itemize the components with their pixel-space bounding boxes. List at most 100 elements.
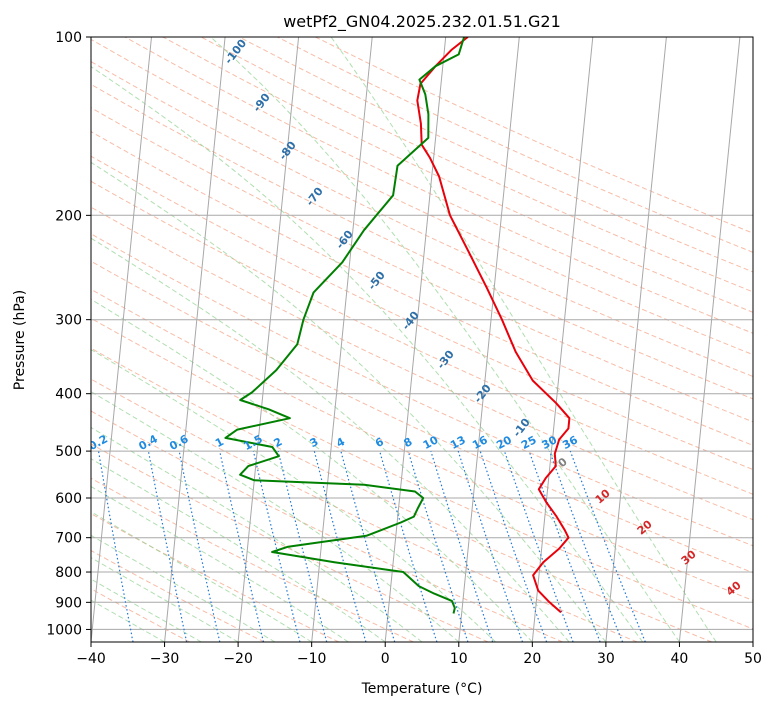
mixing-ratio-label: 0.4 [137, 432, 161, 453]
mixing-ratio-label: 1 [213, 435, 226, 450]
x-axis: −40 −30 −20 −10 0 10 20 30 40 50 [76, 642, 762, 667]
x-tick-label: 50 [744, 651, 762, 667]
dry-adiabat-line [162, 37, 753, 313]
moist-adiabat-line [91, 298, 533, 642]
mixing-ratio-line [503, 450, 574, 642]
mixing-ratio-line [97, 450, 134, 642]
y-tick-label: 300 [55, 313, 82, 329]
mixing-ratio-label: 6 [373, 435, 386, 450]
mixing-ratio-line [569, 450, 646, 642]
isotherm-line [384, 37, 447, 642]
y-tick-label: 400 [55, 387, 82, 403]
mixing-ratio-line [479, 450, 548, 642]
mixing-ratio-label: 16 [470, 433, 490, 452]
mixing-ratio-line [219, 450, 265, 642]
dry-adiabat-line [200, 37, 753, 293]
dry-adiabat-line [91, 477, 414, 642]
mixing-ratio-label: 13 [448, 433, 468, 452]
dry-adiabat-line [91, 61, 753, 378]
saturated-adiabat-label: 20 [635, 517, 655, 537]
mixing-ratio-label: 10 [421, 433, 441, 452]
saturated-adiabat-label: 0 [556, 455, 570, 470]
y-tick-label: 700 [55, 531, 82, 547]
y-axis: 1000 900 800 700 600 500 400 300 200 100 [46, 30, 91, 638]
y-tick-label: 100 [55, 30, 82, 46]
dry-adiabat-line [91, 288, 753, 601]
saturated-adiabat-label: 30 [679, 547, 699, 567]
mixing-ratio-label: 0.6 [167, 432, 191, 453]
moist-adiabat-line [91, 534, 276, 642]
dry-adiabat-line [91, 180, 753, 495]
y-axis-title: Pressure (hPa) [12, 290, 28, 390]
isotherm-line [164, 37, 226, 642]
mixing-ratio-label: 1.5 [242, 432, 265, 453]
dry-adiabat-line [91, 260, 753, 574]
mixing-ratio-line [528, 450, 601, 642]
mixing-ratio-label: 3 [308, 435, 321, 450]
mixing-ratio-label: 0.2 [87, 432, 110, 453]
saturated-adiabat-label: 10 [593, 486, 613, 506]
background-lines [0, 37, 753, 642]
mixing-ratio-label: 30 [540, 433, 560, 452]
y-tick-label: 600 [55, 491, 82, 507]
dry-adiabat-line [91, 513, 340, 642]
dry-adiabat-label: -70 [303, 185, 326, 209]
x-tick-label: 10 [450, 651, 468, 667]
x-tick-label: 20 [523, 651, 541, 667]
moist-adiabat-line [91, 458, 386, 642]
temperature-line [416, 37, 571, 614]
mixing-ratio-line [379, 450, 438, 642]
dry-adiabat-line [91, 347, 712, 642]
isotherm-line [678, 37, 741, 642]
y-tick-label: 1000 [46, 622, 82, 638]
isotherm-line [237, 37, 300, 642]
mixing-ratio-line [549, 450, 624, 642]
dry-adiabat-line [91, 378, 638, 642]
y-tick-label: 900 [55, 595, 82, 611]
mixing-ratio-label: 20 [494, 433, 514, 452]
x-tick-label: −10 [297, 651, 327, 667]
moist-adiabat-line [91, 161, 607, 642]
dry-adiabat-line [91, 155, 753, 471]
mixing-ratio-line [178, 450, 221, 642]
isotherm-line [91, 37, 152, 642]
mixing-ratio-line [277, 450, 328, 642]
mixing-ratio-line [313, 450, 367, 642]
x-tick-label: −20 [223, 651, 253, 667]
moist-adiabat-line [91, 237, 570, 642]
moist-adiabat-line [91, 578, 202, 642]
dry-adiabat-line [91, 317, 753, 630]
x-tick-label: −40 [76, 651, 106, 667]
dry-adiabat-label: -20 [471, 382, 494, 406]
isotherm-line [0, 37, 4, 642]
moist-adiabat-line [91, 557, 239, 642]
dry-adiabat-line [238, 37, 753, 273]
mixing-ratio-label: 8 [402, 435, 415, 450]
mixing-ratio-label: 4 [334, 435, 347, 450]
mixing-ratio-label: 25 [519, 433, 539, 452]
moist-adiabat-line [91, 485, 349, 642]
y-tick-label: 200 [55, 208, 82, 224]
isotherm-line [752, 636, 753, 642]
dry-adiabat-line [315, 37, 753, 234]
moist-adiabat-line [91, 391, 460, 642]
mixing-ratio-line [340, 450, 396, 642]
mixing-ratio-label: 36 [560, 433, 580, 452]
dry-adiabat-line [91, 131, 753, 446]
dry-adiabat-line [91, 38, 753, 356]
x-tick-label: 30 [597, 651, 615, 667]
dry-adiabat-line [91, 206, 753, 521]
isotherm-line [605, 37, 667, 642]
mixing-ratio-line [147, 450, 188, 642]
chart-title: wetPf2_GN04.2025.232.01.51.G21 [283, 12, 561, 32]
dry-adiabat-label: -50 [365, 269, 388, 293]
x-tick-label: −30 [150, 651, 180, 667]
x-tick-label: 40 [671, 651, 689, 667]
mixing-ratio-line [252, 450, 301, 642]
mixing-ratio-line [430, 450, 494, 642]
y-tick-label: 500 [55, 444, 82, 460]
isotherm-line [458, 37, 520, 642]
dry-adiabat-line [91, 410, 563, 642]
dewpoint-line [224, 37, 466, 614]
